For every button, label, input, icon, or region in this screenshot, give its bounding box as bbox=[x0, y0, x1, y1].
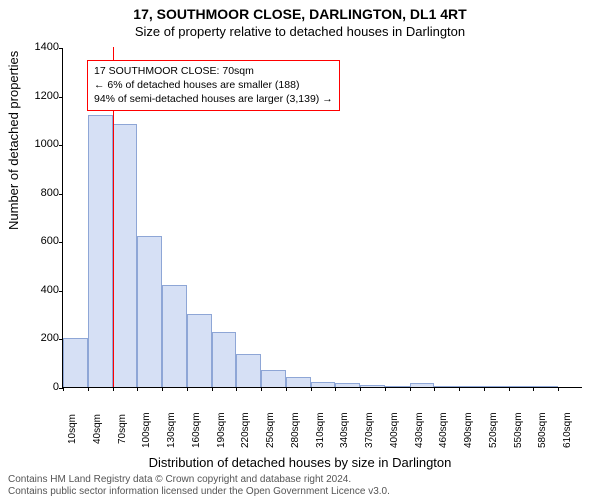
x-tick-label: 190sqm bbox=[216, 414, 227, 448]
histogram-bar bbox=[311, 382, 336, 387]
x-tick-label: 100sqm bbox=[141, 414, 152, 448]
y-axis-label: Number of detached properties bbox=[6, 51, 21, 230]
x-tick-label: 280sqm bbox=[290, 414, 301, 448]
x-axis-label: Distribution of detached houses by size … bbox=[0, 455, 600, 470]
histogram-bar bbox=[533, 386, 558, 387]
x-tick-label: 520sqm bbox=[488, 414, 499, 448]
footer-attribution: Contains HM Land Registry data © Crown c… bbox=[8, 474, 390, 498]
footer-line: Contains HM Land Registry data © Crown c… bbox=[8, 474, 390, 486]
histogram-bar bbox=[162, 285, 187, 387]
histogram-bar bbox=[63, 338, 88, 387]
y-tick-label: 400 bbox=[23, 284, 59, 296]
x-tick-label: 130sqm bbox=[166, 414, 177, 448]
histogram-bar bbox=[385, 386, 410, 387]
annotation-line: 17 SOUTHMOOR CLOSE: 70sqm bbox=[94, 64, 333, 78]
histogram-bar bbox=[410, 383, 435, 387]
x-tick-label: 370sqm bbox=[364, 414, 375, 448]
y-tick-label: 0 bbox=[23, 381, 59, 393]
histogram-bar bbox=[212, 332, 237, 387]
x-tick-label: 460sqm bbox=[438, 414, 449, 448]
x-tick-label: 610sqm bbox=[562, 414, 573, 448]
y-tick-label: 1400 bbox=[23, 41, 59, 53]
histogram-bar bbox=[187, 314, 212, 387]
histogram-bar bbox=[286, 377, 311, 387]
histogram-bar bbox=[434, 386, 459, 387]
histogram-bar bbox=[335, 383, 360, 387]
y-tick-label: 600 bbox=[23, 235, 59, 247]
x-tick-label: 160sqm bbox=[191, 414, 202, 448]
x-tick-label: 40sqm bbox=[92, 414, 103, 448]
y-tick-label: 1000 bbox=[23, 138, 59, 150]
x-tick-label: 580sqm bbox=[537, 414, 548, 448]
footer-line: Contains public sector information licen… bbox=[8, 486, 390, 498]
annotation-line: 94% of semi-detached houses are larger (… bbox=[94, 92, 333, 106]
x-tick-label: 220sqm bbox=[240, 414, 251, 448]
x-tick-label: 340sqm bbox=[339, 414, 350, 448]
histogram-bar bbox=[459, 386, 484, 387]
y-tick-label: 200 bbox=[23, 332, 59, 344]
x-tick-label: 400sqm bbox=[389, 414, 400, 448]
x-tick-label: 310sqm bbox=[315, 414, 326, 448]
histogram-bar bbox=[261, 370, 286, 387]
x-tick-label: 250sqm bbox=[265, 414, 276, 448]
x-tick-label: 10sqm bbox=[67, 414, 78, 448]
x-tick-label: 550sqm bbox=[513, 414, 524, 448]
histogram-bar bbox=[360, 385, 385, 387]
chart-subtitle: Size of property relative to detached ho… bbox=[0, 22, 600, 39]
histogram-plot: 020040060080010001200140010sqm40sqm70sqm… bbox=[62, 48, 582, 388]
x-tick-label: 430sqm bbox=[414, 414, 425, 448]
histogram-bar bbox=[509, 386, 534, 387]
x-tick-label: 70sqm bbox=[117, 414, 128, 448]
y-tick-label: 1200 bbox=[23, 90, 59, 102]
x-tick-label: 490sqm bbox=[463, 414, 474, 448]
annotation-line: ← 6% of detached houses are smaller (188… bbox=[94, 78, 333, 92]
histogram-bar bbox=[236, 354, 261, 387]
page-title: 17, SOUTHMOOR CLOSE, DARLINGTON, DL1 4RT bbox=[0, 0, 600, 22]
histogram-bar bbox=[137, 236, 162, 387]
annotation-box: 17 SOUTHMOOR CLOSE: 70sqm← 6% of detache… bbox=[87, 60, 340, 111]
histogram-bar bbox=[113, 124, 138, 388]
y-tick-label: 800 bbox=[23, 187, 59, 199]
histogram-bar bbox=[484, 386, 509, 387]
histogram-bar bbox=[88, 115, 113, 387]
